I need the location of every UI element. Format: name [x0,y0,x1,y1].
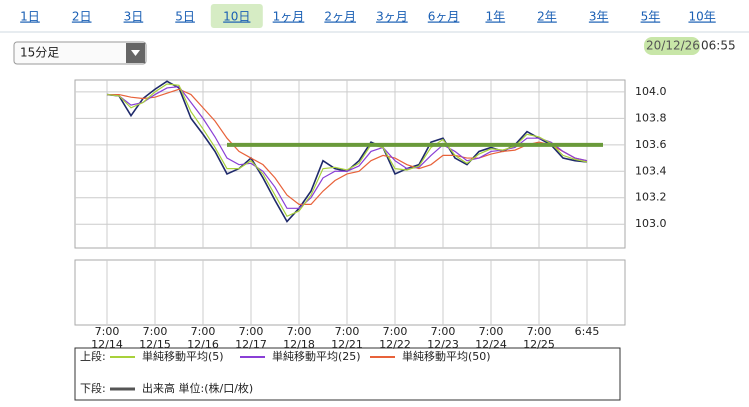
tab[interactable]: 5日 [175,10,195,24]
date-highlight [644,37,700,55]
tab[interactable]: 10年 [688,10,715,24]
x-tick-label: 7:00 12/24 [475,325,507,351]
x-tick-line: 7:00 [335,325,360,338]
x-tick-line: 12/16 [187,338,219,351]
legend-label: 出来高 単位:(株/口/枚) [142,381,253,395]
x-tick-line: 12/14 [91,338,123,351]
x-tick-line: 7:00 [383,325,408,338]
tab[interactable]: 1年 [485,10,505,24]
x-tick-line: 12/22 [379,338,411,351]
dropdown-label: 15分足 [20,46,59,60]
x-tick-label: 7:00 12/17 [235,325,267,351]
tab-selected [210,4,263,28]
x-tick-line: 6:45 [575,325,600,338]
x-tick-line: 7:00 [287,325,312,338]
y-tick-label: 103.4 [635,164,667,177]
upper-panel [74,79,626,249]
tab[interactable]: 1日 [20,10,40,24]
timestamp-time: 06:55 [701,39,736,53]
interval-dropdown[interactable] [13,41,147,65]
lower-panel [74,259,626,326]
tab[interactable]: 2年 [537,10,557,24]
x-tick-line: 7:00 [431,325,456,338]
x-tick-label: 6:45 [575,325,600,338]
x-tick-line: 12/17 [235,338,267,351]
tab[interactable]: 3年 [589,10,609,24]
y-tick-label: 103.0 [635,217,667,230]
legend-box [74,347,621,401]
tab[interactable]: 3ヶ月 [376,10,408,24]
line [106,83,588,218]
tab[interactable]: 2日 [72,10,92,24]
x-tick-line: 12/21 [331,338,363,351]
tab[interactable]: 5年 [641,10,661,24]
x-tick-line: 12/15 [139,338,171,351]
y-tick-label: 104.0 [635,85,667,98]
x-tick-line: 12/23 [427,338,459,351]
x-tick-line: 7:00 [143,325,168,338]
x-tick-label: 7:00 12/21 [331,325,363,351]
x-tick-label: 7:00 12/14 [91,325,123,351]
x-tick-label: 7:00 12/23 [427,325,459,351]
y-tick-label: 103.6 [635,138,667,151]
x-tick-line: 7:00 [191,325,216,338]
x-tick-line: 12/18 [283,338,315,351]
tab[interactable]: 10日 [223,10,250,24]
tab[interactable]: 2ヶ月 [324,10,356,24]
tab[interactable]: 3日 [124,10,144,24]
x-tick-label: 7:00 12/15 [139,325,171,351]
line [107,88,588,205]
tab[interactable]: 6ヶ月 [428,10,460,24]
timestamp-date: 20/12/26 [646,39,700,53]
x-tick-line: 7:00 [239,325,264,338]
x-tick-line: 12/24 [475,338,507,351]
y-tick-label: 103.2 [635,191,667,204]
x-tick-label: 7:00 12/18 [283,325,315,351]
y-tick-label: 103.8 [635,111,667,124]
x-tick-label: 7:00 12/16 [187,325,219,351]
x-tick-line: 7:00 [479,325,504,338]
legend-upper: 上段: [80,349,106,363]
x-tick-line: 7:00 [95,325,120,338]
x-tick-label: 7:00 12/25 [523,325,555,351]
legend-label: 単純移動平均(25) [272,349,361,363]
x-tick-label: 7:00 12/22 [379,325,411,351]
x-tick-line: 7:00 [527,325,552,338]
legend-label: 単純移動平均(5) [142,349,224,363]
legend-lower: 下段: [80,381,106,395]
dropdown-arrow [131,50,140,56]
legend-label: 単純移動平均(50) [402,349,491,363]
x-tick-line: 12/25 [523,338,555,351]
tab[interactable]: 1ヶ月 [273,10,305,24]
